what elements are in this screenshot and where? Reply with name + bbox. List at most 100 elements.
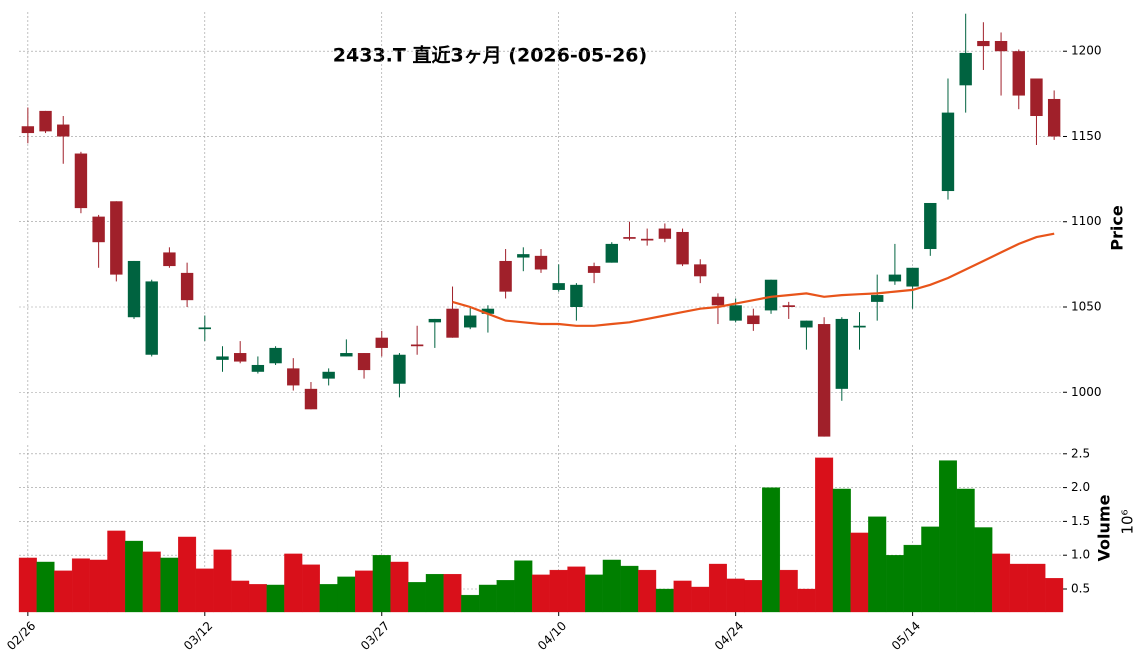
candle-body: [570, 284, 583, 307]
volume-bar: [655, 588, 674, 613]
y-tick-label: 1100: [1071, 214, 1102, 228]
volume-bar: [443, 573, 462, 613]
volume-bar: [1027, 563, 1046, 613]
candle-body: [941, 112, 955, 192]
candle-body: [92, 216, 105, 243]
x-tick-label: 03/27: [358, 619, 392, 653]
candle-body: [906, 267, 919, 287]
volume-bar: [160, 557, 179, 613]
volume-bar: [89, 559, 108, 613]
x-tick-label: 02/26: [4, 619, 38, 653]
volume-bar: [36, 561, 55, 613]
volume-bar: [832, 488, 851, 613]
volume-bar: [107, 530, 126, 613]
volume-bar: [71, 558, 90, 613]
candle-body: [74, 153, 88, 209]
volume-bar: [691, 586, 710, 613]
volume-bar: [514, 560, 533, 613]
candle-body: [994, 40, 1008, 52]
volume-bar: [956, 488, 975, 613]
volume-bar: [213, 549, 232, 613]
volume-bar: [815, 457, 834, 613]
volume-scale-label: 10⁶: [1119, 509, 1137, 534]
candle-body: [1030, 78, 1043, 117]
candle-body: [1012, 51, 1025, 96]
candle-body: [853, 325, 866, 328]
volume-bar: [18, 557, 37, 613]
y-tick-label: 1200: [1071, 44, 1102, 58]
candle-body: [623, 237, 636, 239]
candle-body: [393, 354, 406, 384]
candle-body: [287, 368, 300, 386]
volume-bar: [231, 580, 250, 613]
volume-bar: [974, 527, 993, 613]
candle-body: [835, 318, 849, 389]
volume-bar: [284, 553, 303, 613]
volume-tick-label: 1.5: [1071, 514, 1090, 528]
volume-bar: [602, 559, 621, 613]
candle-body: [21, 126, 35, 134]
volume-bar: [549, 569, 568, 613]
candle-body: [764, 279, 778, 311]
candle-body: [800, 320, 813, 328]
volume-bar: [425, 573, 444, 613]
candle-body: [39, 110, 52, 132]
volume-bar: [125, 540, 144, 613]
volume-bar: [195, 568, 214, 613]
x-tick-label: 03/12: [181, 619, 215, 653]
candle-body: [57, 124, 70, 137]
volume-bar: [355, 570, 374, 613]
candle-body: [959, 52, 972, 86]
volume-bar: [478, 584, 497, 613]
candle-body: [233, 353, 247, 362]
volume-bar: [390, 561, 409, 613]
volume-bar: [726, 578, 745, 613]
candle-body: [517, 254, 530, 258]
volume-bar: [319, 584, 338, 613]
candle-body: [782, 305, 795, 307]
volume-bar: [938, 460, 957, 613]
candle-body: [127, 260, 141, 318]
volume-bar: [54, 570, 73, 613]
candle-body: [587, 266, 601, 273]
volume-bar: [248, 584, 267, 613]
volume-bar: [638, 569, 657, 613]
volume-bar: [762, 487, 781, 613]
volume-bar: [372, 555, 391, 613]
candle-body: [163, 252, 176, 267]
candle-body: [322, 371, 335, 379]
candle-body: [180, 272, 194, 301]
candle-body: [198, 327, 211, 330]
volume-tick-label: 0.5: [1071, 582, 1090, 596]
x-tick-label: 05/14: [889, 619, 923, 653]
candle-body: [1047, 98, 1061, 137]
volume-bar: [532, 574, 550, 613]
volume-bar: [301, 564, 320, 613]
candle-body: [747, 315, 760, 325]
volume-bar: [868, 516, 887, 613]
y-tick-label: 1000: [1071, 385, 1102, 399]
candle-body: [888, 274, 902, 282]
candle-body: [410, 344, 424, 347]
volume-bar: [885, 555, 904, 613]
moving-average-line: [452, 232, 1055, 327]
volume-tick-label: 1.0: [1071, 548, 1090, 562]
volume-bar: [585, 574, 604, 613]
candle-body: [711, 296, 725, 306]
candle-body: [658, 228, 672, 239]
candle-body: [340, 353, 353, 357]
candle-body: [464, 315, 477, 328]
candle-body: [817, 324, 831, 437]
candle-body: [605, 243, 618, 263]
volume-bar: [744, 580, 763, 613]
volume-bar: [673, 580, 692, 613]
candle-body: [110, 201, 123, 275]
candle-body: [552, 283, 565, 290]
volume-tick-label: 2.0: [1071, 480, 1090, 494]
candle-body: [924, 202, 937, 250]
volume-bar: [850, 532, 869, 613]
x-tick-label: 04/10: [535, 619, 569, 653]
volume-bar: [992, 553, 1011, 613]
candle-body: [640, 238, 654, 241]
